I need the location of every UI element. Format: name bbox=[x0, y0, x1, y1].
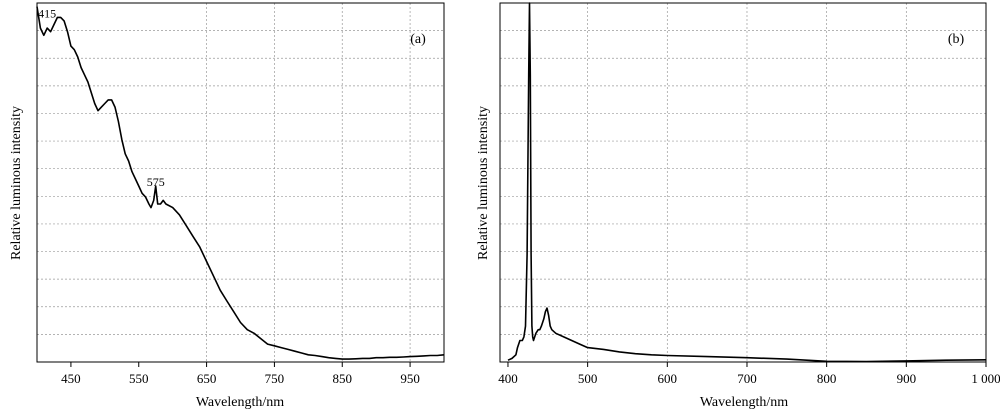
chart-panel-b: 400 500 600 700 800 900 1 000 (b) Wavelength/n… bbox=[476, 2, 1000, 410]
x-tick-label: 450 bbox=[61, 371, 81, 386]
x-tick-label: 850 bbox=[333, 371, 353, 386]
x-tick-label: 600 bbox=[658, 371, 678, 386]
y-axis-label-b: Relative luminous intensity bbox=[476, 106, 491, 260]
peak-annotations-a: 415 575 bbox=[38, 6, 165, 189]
x-tick-label: 400 bbox=[498, 371, 518, 386]
plot-frame-b bbox=[499, 2, 987, 363]
panel-label-a: (a) bbox=[410, 32, 426, 47]
gridlines-b bbox=[500, 3, 986, 362]
x-tick-labels-b: 400 500 600 700 800 900 1 000 bbox=[498, 371, 1000, 386]
x-tick-label: 500 bbox=[578, 371, 598, 386]
x-tick-label: 1 000 bbox=[971, 371, 1000, 386]
x-tick-label: 750 bbox=[265, 371, 285, 386]
x-tick-labels-a: 450 550 650 750 850 950 bbox=[61, 371, 420, 386]
y-axis-label-a: Relative luminous intensity bbox=[9, 106, 24, 260]
peak-annotation: 415 bbox=[38, 6, 56, 20]
plot-frame-a bbox=[36, 2, 445, 363]
x-tick-label: 550 bbox=[129, 371, 149, 386]
x-tick-label: 650 bbox=[197, 371, 217, 386]
x-tick-label: 900 bbox=[897, 371, 917, 386]
x-ticks-b bbox=[507, 362, 987, 367]
x-ticks-a bbox=[70, 362, 411, 367]
peak-annotation: 575 bbox=[147, 175, 165, 189]
gridlines-a bbox=[37, 3, 444, 362]
x-tick-label: 800 bbox=[817, 371, 837, 386]
spectrum-line-a bbox=[36, 6, 445, 360]
panel-label-b: (b) bbox=[948, 32, 965, 47]
x-tick-label: 700 bbox=[737, 371, 757, 386]
x-axis-label-a: Wavelength/nm bbox=[196, 395, 284, 410]
chart-panel-a: 450 550 650 750 850 950 415 575 (a) Wavelength… bbox=[9, 2, 445, 410]
x-axis-label-b: Wavelength/nm bbox=[700, 395, 788, 410]
x-tick-label: 950 bbox=[400, 371, 420, 386]
spectrum-line-b bbox=[507, 2, 987, 363]
